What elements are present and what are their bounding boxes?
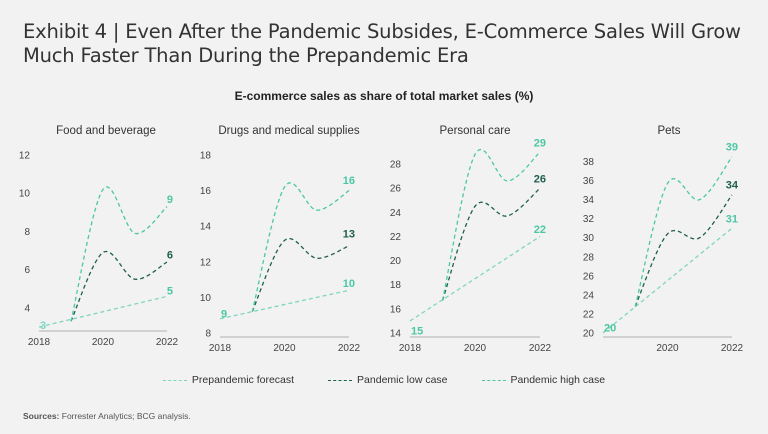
x-tick-label-3-1: 2022 xyxy=(721,343,744,354)
legend-item-low: Pandemic low case xyxy=(328,374,448,386)
data-label-0-0: 3 xyxy=(40,320,46,332)
panel-title-1: Drugs and medical supplies xyxy=(218,125,360,137)
y-tick-label-0-0: 4 xyxy=(24,303,30,314)
series-line-0-high xyxy=(70,186,168,322)
panel-title-2: Personal care xyxy=(440,125,511,137)
y-tick-label-3-0: 20 xyxy=(583,329,595,340)
y-tick-label-3-2: 24 xyxy=(583,290,595,301)
data-label-3-1: 31 xyxy=(726,214,738,226)
x-tick-label-0-2: 2022 xyxy=(156,337,179,348)
data-label-2-3: 29 xyxy=(534,137,546,149)
y-tick-label-3-1: 22 xyxy=(583,309,595,320)
y-tick-label-2-2: 18 xyxy=(390,280,402,291)
data-label-0-1: 5 xyxy=(167,286,173,298)
sources-note: Sources: Forrester Analytics; BCG analys… xyxy=(23,411,191,421)
legend-label-low: Pandemic low case xyxy=(357,374,448,386)
data-label-3-2: 34 xyxy=(726,179,739,191)
y-tick-label-2-4: 22 xyxy=(390,232,402,243)
series-line-0-prepandemic xyxy=(38,295,168,328)
x-tick-label-3-0: 2020 xyxy=(656,343,679,354)
x-tick-label-2-2: 2022 xyxy=(529,343,552,354)
legend: Prepandemic forecast Pandemic low case P… xyxy=(0,374,768,386)
data-label-1-2: 13 xyxy=(343,228,355,240)
legend-item-prepandemic: Prepandemic forecast xyxy=(162,374,295,386)
data-label-0-2: 6 xyxy=(167,249,173,261)
legend-item-high: Pandemic high case xyxy=(481,374,606,386)
y-tick-label-2-3: 20 xyxy=(390,256,402,267)
series-line-2-low xyxy=(441,187,541,301)
data-label-1-3: 16 xyxy=(343,175,355,187)
legend-swatch-prepandemic xyxy=(162,379,187,381)
panel-title-3: Pets xyxy=(657,125,680,137)
data-label-2-1: 22 xyxy=(534,224,546,236)
y-tick-label-1-3: 14 xyxy=(200,222,212,233)
data-label-0-3: 9 xyxy=(167,194,173,206)
y-tick-label-2-0: 14 xyxy=(390,329,402,340)
legend-swatch-high xyxy=(481,379,506,381)
x-tick-label-2-1: 2020 xyxy=(464,343,487,354)
exhibit-title: Exhibit 4 | Even After the Pandemic Subs… xyxy=(23,20,741,67)
data-label-1-0: 9 xyxy=(221,308,227,320)
data-label-1-1: 10 xyxy=(343,278,355,290)
y-tick-label-3-4: 28 xyxy=(583,252,595,263)
y-tick-label-0-4: 12 xyxy=(19,151,31,162)
y-tick-label-3-9: 38 xyxy=(583,157,595,168)
data-label-3-0: 20 xyxy=(604,322,616,334)
x-tick-label-1-2: 2022 xyxy=(338,343,361,354)
y-tick-label-1-1: 10 xyxy=(200,293,212,304)
x-tick-label-1-1: 2020 xyxy=(273,343,296,354)
x-tick-label-2-0: 2018 xyxy=(399,343,422,354)
sources-text: Forrester Analytics; BCG analysis. xyxy=(61,411,191,421)
y-tick-label-1-2: 12 xyxy=(200,257,212,268)
y-tick-label-0-3: 10 xyxy=(19,189,31,200)
y-tick-label-3-8: 36 xyxy=(583,176,595,187)
series-line-1-prepandemic xyxy=(219,289,350,320)
y-tick-label-3-3: 26 xyxy=(583,271,595,282)
series-line-1-high xyxy=(251,182,350,312)
series-line-3-low xyxy=(634,194,733,307)
y-tick-label-1-0: 8 xyxy=(205,329,211,340)
series-line-3-prepandemic xyxy=(602,227,733,334)
y-tick-label-2-5: 24 xyxy=(390,208,402,219)
y-tick-label-2-1: 16 xyxy=(390,304,402,315)
y-tick-label-0-2: 8 xyxy=(24,227,30,238)
series-line-3-high xyxy=(634,156,733,307)
panel-title-0: Food and beverage xyxy=(56,125,156,137)
chart-subtitle: E-commerce sales as share of total marke… xyxy=(234,89,534,103)
legend-label-prepandemic: Prepandemic forecast xyxy=(191,374,295,386)
data-label-2-0: 15 xyxy=(411,326,423,338)
data-label-2-2: 26 xyxy=(534,174,546,186)
y-tick-label-0-1: 6 xyxy=(24,265,30,276)
series-line-0-low xyxy=(70,250,168,322)
y-tick-label-2-7: 28 xyxy=(390,160,402,171)
x-tick-label-0-1: 2020 xyxy=(92,337,115,348)
y-tick-label-2-6: 26 xyxy=(390,184,402,195)
y-tick-label-3-5: 30 xyxy=(583,233,595,244)
sources-label: Sources: xyxy=(23,411,60,421)
legend-swatch-low xyxy=(328,379,353,381)
data-label-3-3: 39 xyxy=(726,141,738,153)
legend-label-high: Pandemic high case xyxy=(510,374,606,386)
y-tick-label-3-6: 32 xyxy=(583,214,595,225)
y-tick-label-1-5: 18 xyxy=(200,151,212,162)
x-tick-label-0-0: 2018 xyxy=(28,337,51,348)
y-tick-label-3-7: 34 xyxy=(583,195,595,206)
series-line-2-high xyxy=(441,148,541,301)
series-line-2-prepandemic xyxy=(409,235,541,322)
x-tick-label-1-0: 2018 xyxy=(209,343,232,354)
series-line-1-low xyxy=(251,237,350,312)
y-tick-label-1-4: 16 xyxy=(200,186,212,197)
